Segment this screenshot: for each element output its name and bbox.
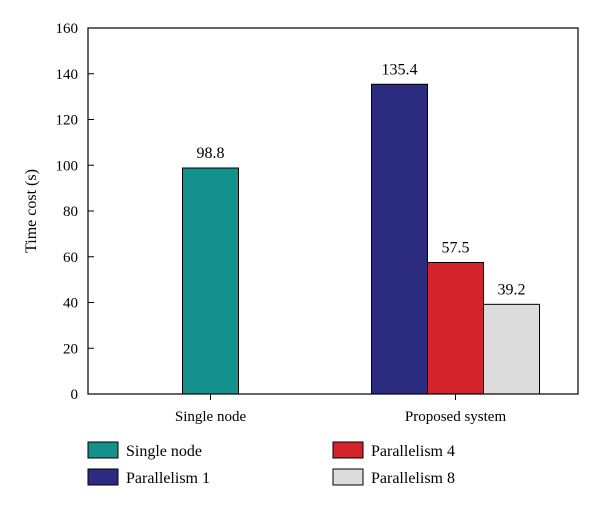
y-axis-ticks: 0 20 40 60 80 100 120 140 160	[56, 21, 94, 403]
bar	[427, 261, 484, 395]
bar-value-label: 57.5	[442, 239, 470, 256]
legend-swatch	[87, 468, 119, 486]
y-tick-label: 100	[56, 158, 79, 174]
x-axis-categories: Single node Proposed system	[175, 394, 507, 425]
y-tick-label: 140	[56, 67, 79, 83]
legend-swatch	[332, 441, 364, 459]
bar	[182, 167, 239, 395]
legend-swatch	[87, 441, 119, 459]
bars-layer	[182, 83, 540, 395]
y-tick-label: 80	[63, 204, 78, 220]
x-category-label: Proposed system	[405, 409, 507, 425]
y-tick-label: 160	[56, 21, 79, 37]
bar-value-label: 98.8	[197, 145, 225, 162]
y-axis-title: Time cost (s)	[23, 169, 40, 253]
legend-label: Parallelism 1	[126, 470, 210, 487]
y-tick-label: 120	[56, 113, 79, 129]
legend-label: Parallelism 8	[371, 470, 455, 487]
legend: Single node Parallelism 4 Parallelism 1 Par…	[87, 441, 455, 487]
legend-label: Single node	[126, 443, 202, 460]
y-tick-label: 20	[63, 341, 78, 357]
bar	[371, 83, 428, 395]
bar-value-label: 39.2	[498, 281, 526, 298]
value-labels-layer: 98.8 135.4 57.5 39.2	[197, 61, 526, 298]
y-tick-label: 60	[63, 250, 78, 266]
y-tick-label: 0	[71, 387, 79, 403]
y-tick-label: 40	[63, 296, 78, 312]
legend-label: Parallelism 4	[371, 443, 455, 460]
bar	[483, 303, 540, 395]
bar-value-label: 135.4	[382, 61, 418, 78]
x-category-label: Single node	[175, 409, 247, 425]
legend-swatch	[332, 468, 364, 486]
